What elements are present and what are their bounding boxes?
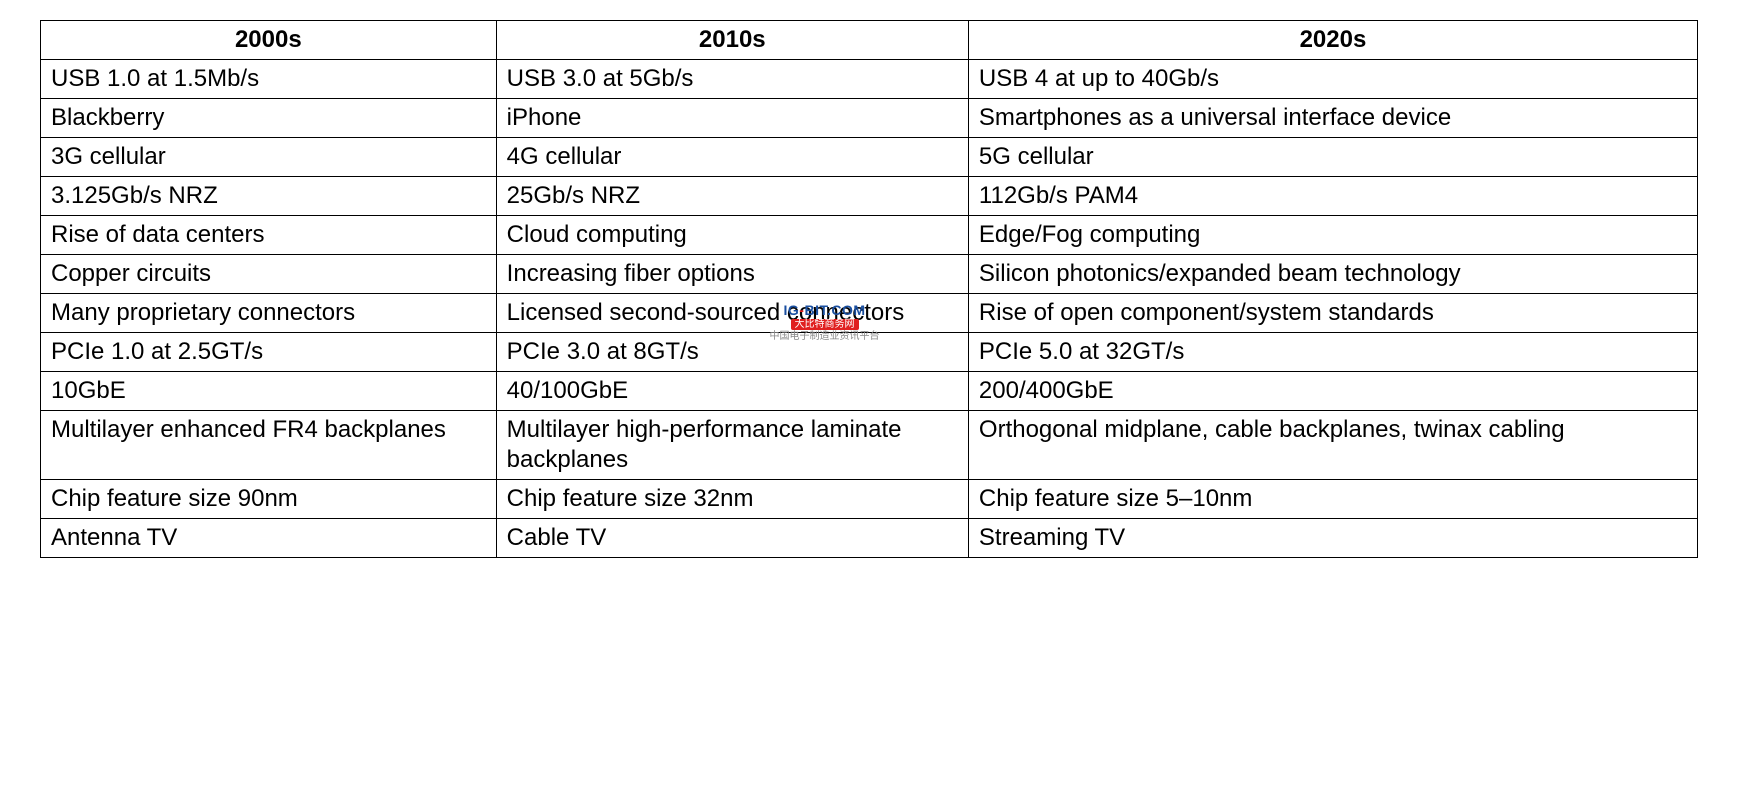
table-row: 10GbE 40/100GbE 200/400GbE xyxy=(41,372,1698,411)
table-row: Copper circuits Increasing fiber options… xyxy=(41,255,1698,294)
cell: 4G cellular xyxy=(496,138,968,177)
cell: USB 1.0 at 1.5Mb/s xyxy=(41,60,497,99)
table-row: USB 1.0 at 1.5Mb/s USB 3.0 at 5Gb/s USB … xyxy=(41,60,1698,99)
table-container: 2000s 2010s 2020s USB 1.0 at 1.5Mb/s USB… xyxy=(40,20,1698,558)
cell: 200/400GbE xyxy=(968,372,1697,411)
cell: Orthogonal midplane, cable backplanes, t… xyxy=(968,411,1697,480)
table-row: Blackberry iPhone Smartphones as a unive… xyxy=(41,99,1698,138)
table-row: Chip feature size 90nm Chip feature size… xyxy=(41,480,1698,519)
cell: 3G cellular xyxy=(41,138,497,177)
cell: Streaming TV xyxy=(968,519,1697,558)
cell: Increasing fiber options xyxy=(496,255,968,294)
cell: USB 3.0 at 5Gb/s xyxy=(496,60,968,99)
cell: 5G cellular xyxy=(968,138,1697,177)
cell: Chip feature size 32nm xyxy=(496,480,968,519)
cell: Chip feature size 90nm xyxy=(41,480,497,519)
cell: Cloud computing xyxy=(496,216,968,255)
tech-evolution-table: 2000s 2010s 2020s USB 1.0 at 1.5Mb/s USB… xyxy=(40,20,1698,558)
cell: Cable TV xyxy=(496,519,968,558)
col-header-2020s: 2020s xyxy=(968,21,1697,60)
cell: Multilayer high-performance laminate bac… xyxy=(496,411,968,480)
cell: Multilayer enhanced FR4 backplanes xyxy=(41,411,497,480)
cell: Rise of data centers xyxy=(41,216,497,255)
cell: 25Gb/s NRZ xyxy=(496,177,968,216)
cell: Chip feature size 5–10nm xyxy=(968,480,1697,519)
cell: PCIe 5.0 at 32GT/s xyxy=(968,333,1697,372)
cell: PCIe 1.0 at 2.5GT/s xyxy=(41,333,497,372)
table-row: Multilayer enhanced FR4 backplanes Multi… xyxy=(41,411,1698,480)
table-row: 3G cellular 4G cellular 5G cellular xyxy=(41,138,1698,177)
cell: Rise of open component/system standards xyxy=(968,294,1697,333)
cell: Silicon photonics/expanded beam technolo… xyxy=(968,255,1697,294)
cell: Smartphones as a universal interface dev… xyxy=(968,99,1697,138)
cell: Blackberry xyxy=(41,99,497,138)
table-row: Many proprietary connectors Licensed sec… xyxy=(41,294,1698,333)
cell: PCIe 3.0 at 8GT/s xyxy=(496,333,968,372)
cell: Antenna TV xyxy=(41,519,497,558)
table-header-row: 2000s 2010s 2020s xyxy=(41,21,1698,60)
cell: iPhone xyxy=(496,99,968,138)
table-row: 3.125Gb/s NRZ 25Gb/s NRZ 112Gb/s PAM4 xyxy=(41,177,1698,216)
cell: Edge/Fog computing xyxy=(968,216,1697,255)
cell: Licensed second-sourced connectors xyxy=(496,294,968,333)
col-header-2000s: 2000s xyxy=(41,21,497,60)
table-row: Antenna TV Cable TV Streaming TV xyxy=(41,519,1698,558)
table-row: Rise of data centers Cloud computing Edg… xyxy=(41,216,1698,255)
cell: 3.125Gb/s NRZ xyxy=(41,177,497,216)
cell: 112Gb/s PAM4 xyxy=(968,177,1697,216)
cell: Copper circuits xyxy=(41,255,497,294)
cell: USB 4 at up to 40Gb/s xyxy=(968,60,1697,99)
cell: 10GbE xyxy=(41,372,497,411)
cell: Many proprietary connectors xyxy=(41,294,497,333)
col-header-2010s: 2010s xyxy=(496,21,968,60)
cell: 40/100GbE xyxy=(496,372,968,411)
table-row: PCIe 1.0 at 2.5GT/s PCIe 3.0 at 8GT/s PC… xyxy=(41,333,1698,372)
